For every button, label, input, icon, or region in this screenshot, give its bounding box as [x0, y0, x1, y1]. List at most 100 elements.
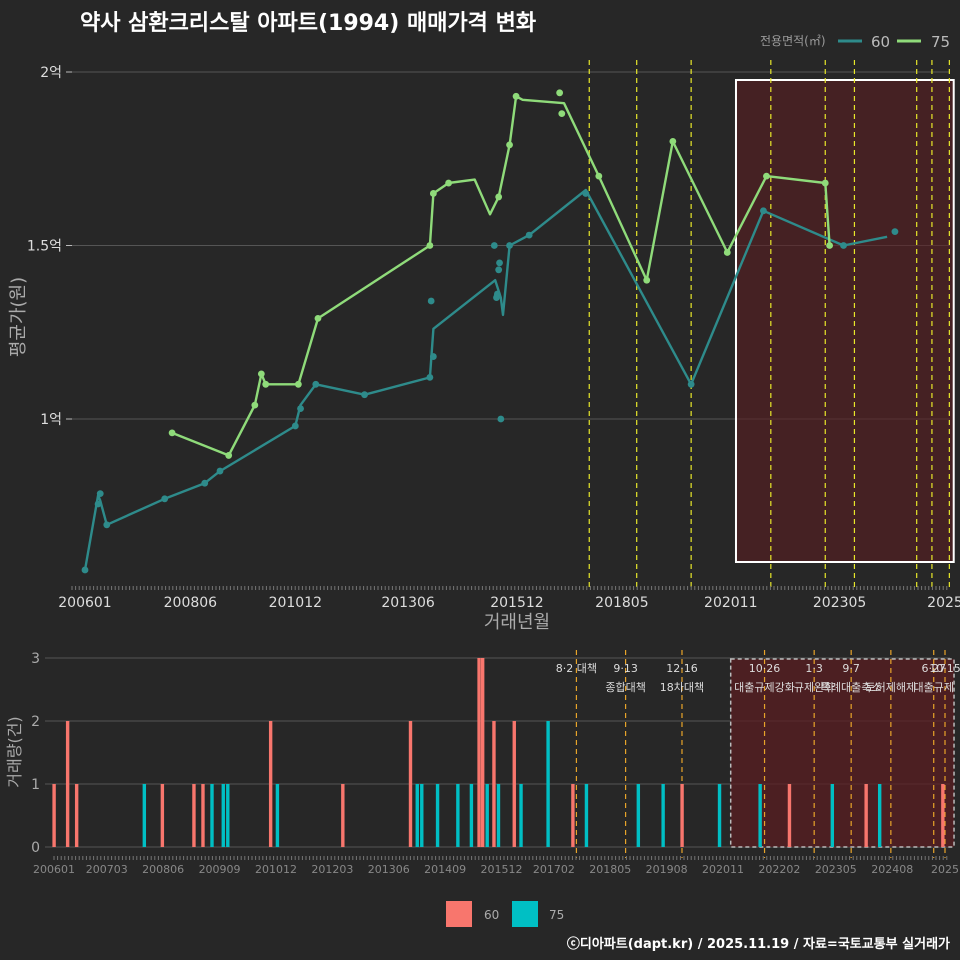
- volume-x-tick-label: 202408: [871, 863, 913, 876]
- x-tick-label: 201805: [595, 595, 648, 611]
- price-point-60: [687, 380, 695, 388]
- x-tick-label: 202305: [813, 595, 866, 611]
- price-point-60: [216, 467, 224, 475]
- volume-bar-75: [415, 784, 419, 847]
- volume-bar-75: [661, 784, 665, 847]
- volume-bar-60: [160, 784, 165, 847]
- price-point-60: [96, 490, 104, 498]
- price-point-60: [103, 521, 111, 529]
- price-plot: 1억 1.5억 2억 200601 200806 201012 201306 201512 20…: [27, 60, 960, 611]
- x-tick-label: 202011: [704, 595, 757, 611]
- legend-swatch-60: [446, 901, 472, 927]
- policy-annotation-date: 6·27: [921, 662, 946, 675]
- legend-label-75: 75: [931, 33, 950, 51]
- volume-x-tick-label: 202305: [815, 863, 857, 876]
- volume-bar-75: [636, 784, 641, 847]
- bottom-legend-label-75: 75: [549, 908, 564, 922]
- price-point-60: [525, 231, 533, 239]
- volume-y-tick-label: 2: [31, 714, 40, 730]
- volume-x-tick-label: 201512: [481, 863, 523, 876]
- volume-bar-60: [477, 658, 481, 847]
- price-point-75: [821, 179, 829, 187]
- footer-credit: ⓒ디아파트(dapt.kr) / 2025.11.19 / 자료=국토교통부 실…: [567, 936, 950, 952]
- legend-label-60: 60: [871, 33, 890, 51]
- price-point-75: [763, 172, 770, 180]
- volume-bar-75: [275, 784, 280, 847]
- policy-annotation-name: 종합대책: [605, 681, 645, 694]
- volume-bar-75: [758, 784, 762, 847]
- volume-bar-60: [571, 784, 575, 847]
- volume-bar-60: [341, 784, 345, 847]
- policy-annotation-date: 8·2 대책: [556, 662, 597, 675]
- volume-x-tick-label: 200601: [33, 863, 75, 876]
- volume-bar-75: [877, 784, 882, 847]
- chart-title: 약사 삼환크리스탈 아파트(1994) 매매가격 변화: [80, 11, 536, 36]
- volume-y-axis-label: 거래량(건): [5, 716, 24, 787]
- price-point-60: [493, 290, 501, 298]
- policy-annotation-date: 10·15: [929, 662, 960, 675]
- price-point-60: [506, 242, 513, 249]
- price-point-60: [94, 500, 102, 508]
- price-point-60: [361, 391, 368, 399]
- policy-annotation-name: 토허제해제: [866, 680, 917, 694]
- y-tick-label: 1.5억: [27, 239, 62, 255]
- price-line-75: [171, 95, 831, 457]
- volume-x-tick-label: 200909: [199, 863, 241, 876]
- legend-swatch-75: [512, 901, 538, 927]
- volume-y-tick-label: 0: [31, 840, 40, 856]
- volume-plot: 0 1 2 3 8·2 대책 9·13 종합대책 12·16 18차대책 10·26 대출규제강화 1…: [31, 650, 960, 876]
- volume-bar-60: [680, 784, 684, 847]
- policy-annotation-name: 규제완화: [794, 681, 834, 694]
- price-point-75: [426, 242, 434, 249]
- volume-bar-75: [519, 784, 523, 847]
- volume-bar-75: [496, 784, 501, 847]
- volume-highlight-region: [729, 658, 955, 848]
- volume-bar-60: [512, 721, 516, 847]
- price-point-75: [257, 370, 265, 378]
- volume-bar-75: [210, 784, 214, 847]
- highlight-region: [734, 79, 955, 563]
- legend-title: 전용면적(㎡): [760, 34, 826, 48]
- price-point-60: [81, 566, 89, 574]
- volume-bar-75: [456, 784, 460, 847]
- volume-bar-60: [480, 658, 485, 847]
- price-point-75: [556, 89, 564, 97]
- price-point-60: [297, 405, 304, 412]
- bottom-legend-label-60: 60: [484, 908, 499, 922]
- volume-bar-60: [52, 784, 56, 847]
- volume-bar-60: [65, 721, 70, 847]
- x-tick-label: 201012: [269, 595, 322, 611]
- volume-x-tick-label: 201702: [533, 863, 575, 876]
- policy-annotation-date: 9·13: [613, 662, 638, 675]
- policy-annotation-date: 10·26: [749, 662, 781, 675]
- x-axis-label: 거래년월: [484, 612, 550, 633]
- price-point-60: [161, 495, 169, 503]
- price-point-75: [669, 138, 677, 145]
- volume-bar-60: [74, 784, 79, 847]
- y-axis-label: 평균가(원): [8, 277, 29, 357]
- price-point-60: [497, 415, 505, 423]
- policy-annotation-name: 대출규제: [913, 681, 953, 694]
- policy-annotation-name: 18차대책: [660, 681, 704, 694]
- price-point-60: [840, 242, 847, 249]
- price-point-60: [496, 259, 503, 267]
- volume-x-tick-label: 202011: [702, 863, 744, 876]
- volume-bar-75: [830, 784, 835, 847]
- volume-x-tick-label: 201306: [368, 863, 410, 876]
- volume-bar-60: [864, 784, 868, 847]
- volume-bar-75: [142, 784, 147, 847]
- price-point-75: [723, 249, 731, 256]
- bottom-legend: 60 75: [446, 901, 564, 927]
- price-point-60: [582, 190, 590, 197]
- x-tick-label: 2025: [927, 595, 960, 611]
- price-point-75: [506, 141, 513, 149]
- volume-bar-60: [941, 784, 945, 847]
- price-point-75: [429, 190, 437, 197]
- price-point-75: [294, 380, 302, 388]
- volume-bar-75: [221, 784, 225, 847]
- volume-bar-75: [485, 784, 489, 847]
- x-tick-label: 201306: [381, 595, 435, 611]
- volume-bar-75: [226, 784, 230, 847]
- price-point-60: [429, 353, 437, 360]
- volume-bar-75: [717, 784, 722, 847]
